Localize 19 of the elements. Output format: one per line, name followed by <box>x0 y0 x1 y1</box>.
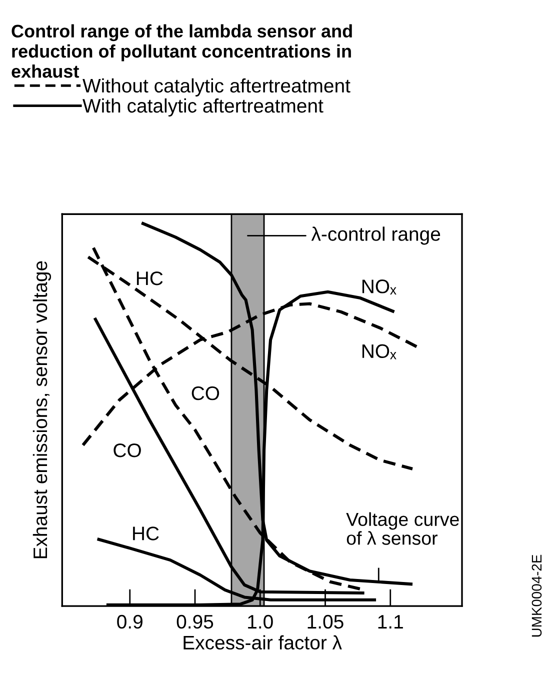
x-tick-label: 1.1 <box>378 615 403 628</box>
x-axis-title: Excess-air factor λ <box>184 635 342 650</box>
series-label: CO <box>192 386 220 400</box>
series-label: HC <box>136 271 163 286</box>
x-tick-label: 1.0 <box>248 614 273 629</box>
text: UMK0004-2E <box>532 554 542 637</box>
series-label: CO <box>114 443 141 458</box>
x-tick-label: 0.9 <box>117 614 142 629</box>
y-axis-title: Exhaust emissions, sensor voltage <box>32 261 52 558</box>
series-label: HC <box>133 526 159 540</box>
x-tick-label: 1.05 <box>308 614 344 629</box>
chart-title: Control range of the lambda sensor and reduction of pollutant concentrations in exhaust <box>12 24 352 78</box>
text: With catalytic aftertreatment <box>82 98 324 117</box>
text: Without catalytic aftertreatment <box>82 78 350 96</box>
series-label: NOₓ <box>362 344 396 360</box>
x-tick-label: 0.95 <box>176 614 214 629</box>
series-label: Voltage curve of λ sensor <box>346 512 459 545</box>
band-label: λ-control range <box>311 226 440 245</box>
series-label: NOₓ <box>362 280 396 294</box>
